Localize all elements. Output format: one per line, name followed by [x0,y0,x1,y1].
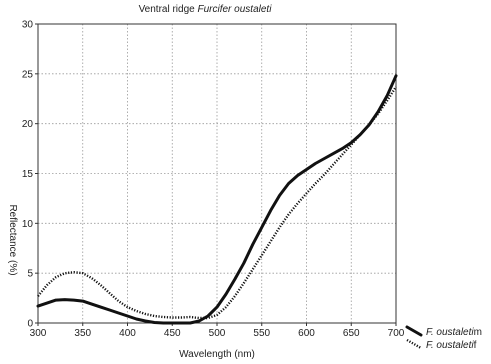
legend-swatch-m [405,325,423,337]
x-tick-label: 650 [343,328,360,339]
y-tick-label: 5 [27,269,33,280]
x-tick-label: 600 [298,328,315,339]
legend-label-f: F. oustaletif [426,340,477,351]
y-tick-label: 0 [27,319,33,330]
y-tick-label: 30 [22,20,34,31]
axis-ticks: 300 350 400 450 500 550 600 650 700 0 5 10 15 20 25 30 [22,20,405,340]
legend-label-m: F. oustaletim [426,327,482,338]
chart-title-species: Furcifer oustaleti [198,4,273,15]
x-tick-label: 300 [30,328,47,339]
y-tick-label: 25 [22,69,34,80]
chart-title: Ventral ridge Furcifer oustaleti [139,4,273,15]
y-tick-label: 10 [22,219,34,230]
x-tick-label: 400 [119,328,136,339]
x-tick-label: 450 [164,328,181,339]
x-tick-label: 550 [253,328,270,339]
grid-lines [38,24,396,323]
x-axis-label: Wavelength (nm) [179,349,255,360]
series-line-m [36,74,398,325]
y-tick-label: 15 [22,169,34,180]
x-tick-label: 500 [209,328,226,339]
y-tick-label: 20 [22,119,34,130]
chart-title-prefix: Ventral ridge [139,4,198,15]
legend: F. oustaletim F. oustaletif [405,325,482,351]
legend-swatch-f [406,338,422,350]
series-lines [36,74,398,325]
series-line-f [37,86,398,320]
x-tick-label: 350 [74,328,91,339]
x-tick-label: 700 [388,328,405,339]
y-axis-label: Reflectance (%) [7,204,18,275]
